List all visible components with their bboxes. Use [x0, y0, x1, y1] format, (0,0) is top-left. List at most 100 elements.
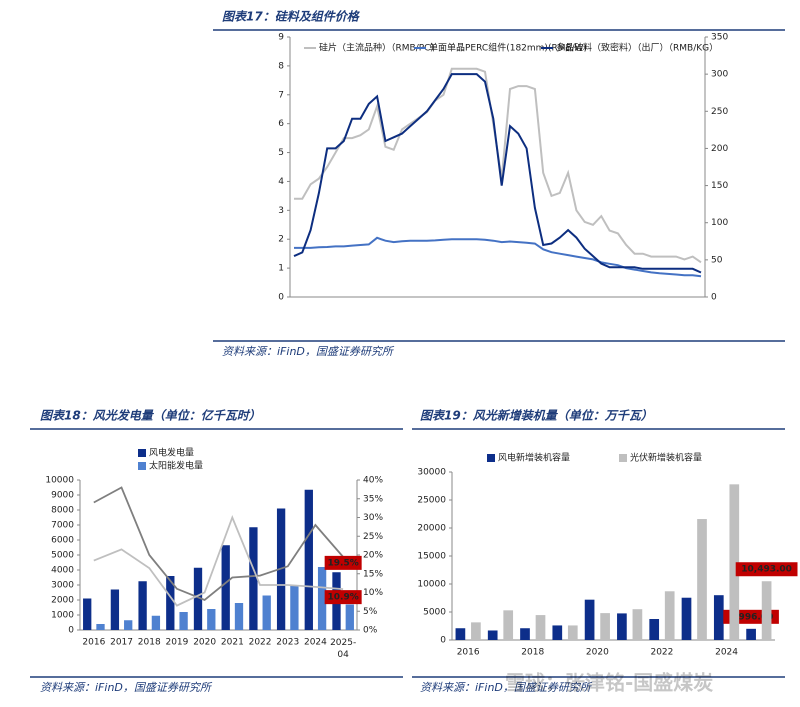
bar [632, 609, 643, 640]
legend-label: 光伏新增装机容量 [630, 452, 702, 464]
y-tick-label: 1000 [51, 611, 74, 621]
y2-tick-label: 300 [711, 70, 728, 80]
x-tick-label: 2020 [586, 648, 609, 658]
x-tick-label: 2023 [276, 638, 299, 648]
line [93, 486, 344, 602]
y-tick-label: 8000 [51, 506, 74, 516]
x-tick-label: 2022 [249, 638, 272, 648]
x-tick-label: 2019 [165, 638, 188, 648]
y2-tick-label: 0 [711, 293, 717, 303]
bar [345, 604, 354, 630]
y-tick-label: 6 [278, 119, 284, 129]
y2-tick-label: 150 [711, 181, 728, 191]
y2-tick-label: 35% [363, 494, 383, 504]
bar [317, 567, 327, 630]
bar [746, 628, 756, 640]
line [294, 67, 702, 264]
legend-swatch [138, 449, 146, 457]
figure-title: 图表19：风光新增装机量（单位：万千瓦） [420, 409, 653, 423]
y2-tick-label: 100 [711, 218, 728, 228]
legend-label: 多晶硅料（致密料）（出厂）（RMB/KG） [556, 42, 718, 54]
y-tick-label: 8 [278, 61, 284, 71]
bar [290, 585, 299, 630]
value-label: 19.5% [328, 558, 359, 568]
y-tick-label: 3000 [51, 581, 74, 591]
y2-tick-label: 250 [711, 107, 728, 117]
x-tick-label: 2018 [138, 638, 161, 648]
y-tick-label: 5000 [423, 608, 446, 618]
bar [713, 595, 724, 640]
bar [455, 628, 466, 640]
bar [110, 589, 120, 630]
x-tick-label: 2016 [82, 638, 105, 648]
y2-tick-label: 5% [363, 607, 378, 617]
x-tick-label-part: 2025- [330, 638, 356, 648]
bar [83, 598, 92, 630]
y-tick-label: 4 [278, 177, 284, 187]
bar [761, 581, 772, 640]
y-tick-label: 1 [278, 264, 284, 274]
y-tick-label: 0 [68, 626, 74, 636]
bar [552, 625, 563, 640]
line [93, 515, 344, 607]
y-tick-label: 25000 [417, 496, 446, 506]
y-tick-label: 0 [440, 636, 446, 646]
bar [166, 576, 175, 630]
y-tick-label: 9 [278, 33, 284, 43]
value-label: 10,493.00 [741, 565, 792, 575]
legend-label: 太阳能发电量 [149, 460, 203, 472]
y-tick-label: 5000 [51, 551, 74, 561]
y2-tick-label: 50 [711, 255, 723, 265]
bar [567, 625, 578, 640]
bar [584, 599, 595, 640]
bar [234, 603, 244, 630]
figure-source: 资料来源：iFinD，国盛证券研究所 [222, 345, 395, 358]
y2-tick-label: 350 [711, 33, 728, 43]
y-tick-label: 7000 [51, 521, 74, 531]
figure-title: 图表18：风光发电量（单位：亿千瓦时） [40, 409, 261, 423]
x-tick-label: 2021 [221, 638, 244, 648]
bar [649, 619, 660, 640]
x-tick-label: 2017 [110, 638, 133, 648]
y-tick-label: 20000 [417, 524, 446, 534]
bar [535, 615, 546, 640]
bar [729, 484, 740, 640]
value-label-box [324, 555, 362, 570]
bar [249, 527, 258, 630]
y-tick-label: 15000 [417, 552, 446, 562]
x-tick-label: 2022 [650, 648, 673, 658]
bar [262, 595, 271, 630]
bar [96, 624, 105, 630]
x-tick-label: 2024 [304, 638, 327, 648]
y-tick-label: 7 [278, 90, 284, 100]
y-tick-label: 3 [278, 206, 284, 216]
y2-tick-label: 30% [363, 513, 383, 523]
figure-source: 资料来源：iFinD，国盛证券研究所 [40, 681, 213, 694]
bar [681, 597, 692, 640]
legend-label: 风电发电量 [149, 447, 194, 459]
value-label-box [324, 590, 362, 605]
bar [193, 567, 203, 630]
legend-label: 硅片（主流品种）（RMB/PC） [319, 42, 439, 54]
y-tick-label: 6000 [51, 536, 74, 546]
bar [487, 630, 498, 640]
bar [207, 609, 216, 630]
value-label: 10.9% [328, 593, 359, 603]
bar [304, 489, 313, 630]
bar [664, 591, 675, 640]
figure-source: 资料来源：iFinD，国盛证券研究所 [420, 681, 593, 694]
bar [600, 613, 610, 640]
y-tick-label: 10000 [417, 580, 446, 590]
y-tick-label: 10000 [45, 476, 74, 486]
bar [471, 622, 481, 640]
y-tick-label: 0 [278, 293, 284, 303]
bar [138, 581, 147, 630]
x-tick-label: 2025- 04 [330, 638, 356, 660]
bar [520, 628, 530, 640]
y-tick-label: 4000 [51, 566, 74, 576]
y2-tick-label: 20% [363, 551, 383, 561]
y-tick-label: 9000 [51, 491, 74, 501]
legend-swatch [619, 454, 627, 462]
bar [221, 545, 230, 630]
